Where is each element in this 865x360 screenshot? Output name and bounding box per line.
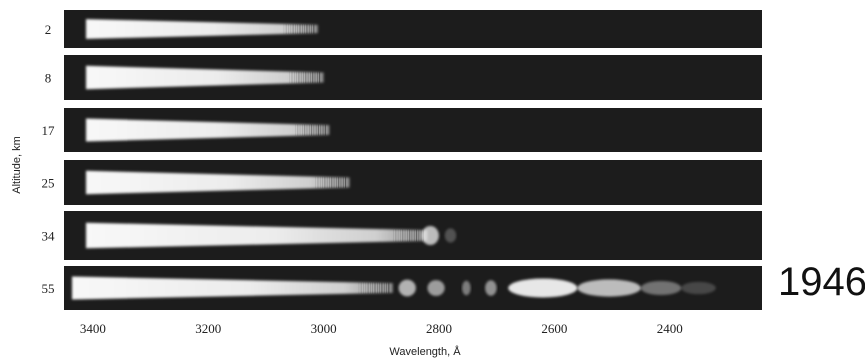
y-axis-title: Altitude, km — [11, 136, 23, 193]
emission-patch — [427, 280, 444, 296]
altitude-label: 55 — [42, 281, 55, 296]
altitude-label: 17 — [42, 123, 56, 138]
emission-patch — [681, 282, 716, 294]
spectrum-strip-8km — [64, 55, 762, 100]
spectrum-strip-55km — [64, 266, 762, 310]
x-tick-labels: 3400 3200 3000 2800 2600 2400 — [80, 321, 683, 336]
emission-patch — [508, 279, 577, 298]
x-tick-label: 2400 — [657, 321, 683, 336]
year-label: 1946 — [778, 262, 865, 302]
spectrum-strip-2km — [64, 10, 762, 48]
emission-patch — [445, 228, 457, 242]
spectrum-strip-25km — [64, 160, 762, 205]
x-tick-label: 2800 — [426, 321, 452, 336]
altitude-labels: 2 8 17 25 34 55 — [42, 22, 56, 296]
altitude-label: 2 — [45, 22, 52, 37]
x-tick-label: 2600 — [541, 321, 567, 336]
emission-patch — [422, 226, 439, 245]
spectrum-strip-17km — [64, 108, 762, 152]
emission-patch — [462, 281, 471, 296]
emission-patch — [577, 279, 640, 296]
x-tick-label: 3200 — [195, 321, 221, 336]
altitude-label: 34 — [42, 229, 56, 244]
spectrum-strip-34km — [64, 211, 762, 260]
x-tick-label: 3400 — [80, 321, 106, 336]
altitude-label: 8 — [45, 71, 52, 86]
emission-patch — [485, 280, 497, 295]
emission-patch — [399, 280, 416, 297]
spectrum-strips — [64, 10, 762, 310]
x-tick-label: 3000 — [311, 321, 337, 336]
x-axis-title: Wavelength, Å — [389, 345, 461, 358]
emission-patch — [641, 281, 681, 295]
altitude-label: 25 — [42, 176, 55, 191]
